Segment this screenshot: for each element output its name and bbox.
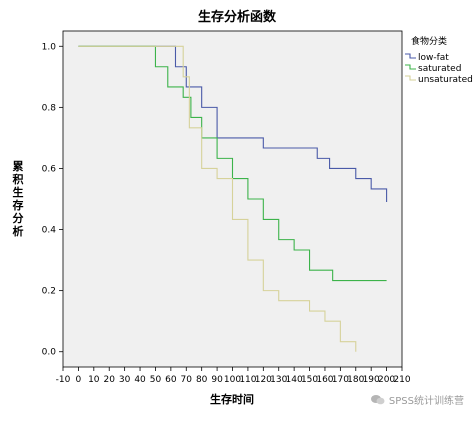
x-tick-label: 60 bbox=[165, 375, 177, 385]
y-tick-label: 0.8 bbox=[42, 103, 57, 113]
x-tick-label: 160 bbox=[316, 375, 333, 385]
y-tick-label: 0.6 bbox=[42, 164, 57, 174]
axes: -10 0 10 20 30 40 50 60 70 80 90 100110120130140150… bbox=[42, 42, 411, 385]
x-tick-label: 190 bbox=[363, 375, 380, 385]
x-tick-label: 150 bbox=[301, 375, 318, 385]
x-tick-label: -10 bbox=[56, 375, 71, 385]
y-axis-title: 累积生存分析 bbox=[13, 160, 24, 238]
x-tick-label: 110 bbox=[239, 375, 256, 385]
series-line-low-fat bbox=[78, 45, 388, 203]
chat-bubble-icon bbox=[370, 394, 385, 404]
legend-label: low-fat bbox=[418, 53, 449, 63]
x-tick-label: 120 bbox=[255, 375, 272, 385]
x-tick-label: 0 bbox=[76, 375, 82, 385]
watermark-text: SPSS统计训练营 bbox=[388, 396, 464, 407]
x-tick-label: 50 bbox=[150, 375, 162, 385]
x-axis-title: 生存时间 bbox=[210, 392, 254, 406]
legend-label: unsaturated bbox=[418, 75, 473, 85]
x-tick-label: 80 bbox=[196, 375, 208, 385]
x-tick-label: 90 bbox=[211, 375, 223, 385]
legend-swatch bbox=[405, 53, 416, 59]
x-tick-label: 40 bbox=[134, 375, 146, 385]
x-tick-label: 70 bbox=[181, 375, 193, 385]
legend-swatch bbox=[405, 75, 416, 81]
y-tick-label: 0.2 bbox=[42, 287, 56, 297]
x-tick-label: 200 bbox=[378, 375, 395, 385]
series-group bbox=[78, 45, 388, 352]
y-tick-label: 1.0 bbox=[42, 42, 57, 52]
x-tick-label: 170 bbox=[332, 375, 349, 385]
x-tick-label: 210 bbox=[393, 375, 410, 385]
legend-label: saturated bbox=[418, 64, 461, 74]
series-line-unsaturated bbox=[78, 45, 357, 352]
y-tick-label: 0.0 bbox=[42, 348, 57, 358]
x-tick-label: 140 bbox=[286, 375, 303, 385]
y-tick-label: 0.4 bbox=[42, 226, 57, 236]
legend-title: 食物分类 bbox=[411, 35, 447, 47]
x-tick-label: 180 bbox=[347, 375, 364, 385]
x-tick-label: 20 bbox=[104, 375, 116, 385]
watermark: SPSS统计训练营 bbox=[370, 392, 464, 407]
x-tick-label: 100 bbox=[224, 375, 241, 385]
legend-swatch bbox=[405, 64, 416, 70]
chart-title: 生存分析函数 bbox=[198, 9, 277, 25]
x-tick-label: 130 bbox=[270, 375, 287, 385]
x-tick-label: 10 bbox=[88, 375, 100, 385]
x-tick-label: 30 bbox=[119, 375, 131, 385]
